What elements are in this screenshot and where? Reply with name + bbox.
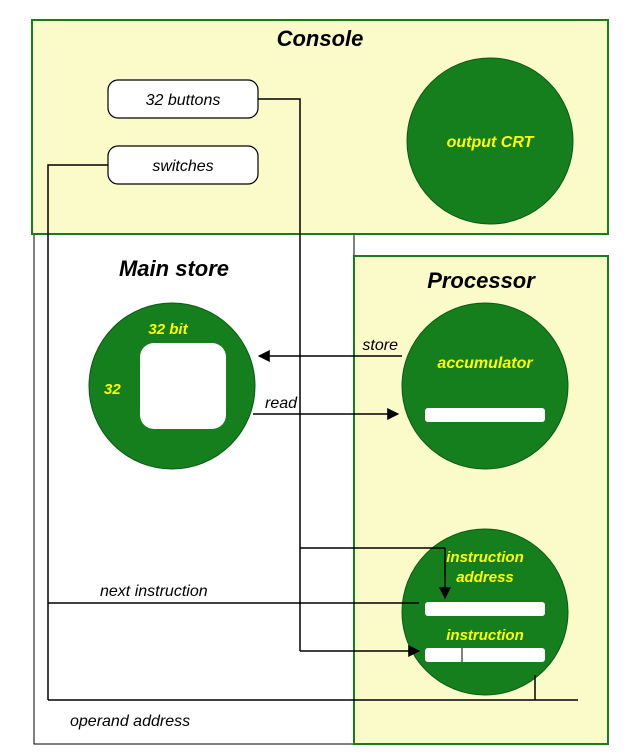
instruction-slot <box>425 648 545 662</box>
output-crt-label: output CRT <box>447 134 535 151</box>
next-instruction-label: next instruction <box>100 583 208 600</box>
accumulator-label: accumulator <box>437 355 533 372</box>
console-title: Console <box>277 26 364 51</box>
main-store-32bit-label: 32 bit <box>148 321 188 338</box>
main-store-title: Main store <box>119 256 229 281</box>
instruction-label: instruction <box>446 627 524 644</box>
architecture-diagram: Console 32 buttons switches output CRT Proce… <box>0 0 640 754</box>
instruction-address-slot <box>425 602 545 616</box>
accumulator-circle <box>402 303 568 469</box>
store-label: store <box>362 337 398 354</box>
read-label: read <box>265 395 298 412</box>
accumulator-slot <box>425 408 545 422</box>
instruction-address-label1: instruction <box>446 549 524 566</box>
instruction-address-label2: address <box>456 569 514 586</box>
processor-title: Processor <box>427 268 536 293</box>
switches-label: switches <box>152 158 213 175</box>
buttons-label: 32 buttons <box>146 92 221 109</box>
operand-address-label: operand address <box>70 713 190 730</box>
main-store-square <box>140 343 226 429</box>
main-store-32-label: 32 <box>104 381 121 398</box>
